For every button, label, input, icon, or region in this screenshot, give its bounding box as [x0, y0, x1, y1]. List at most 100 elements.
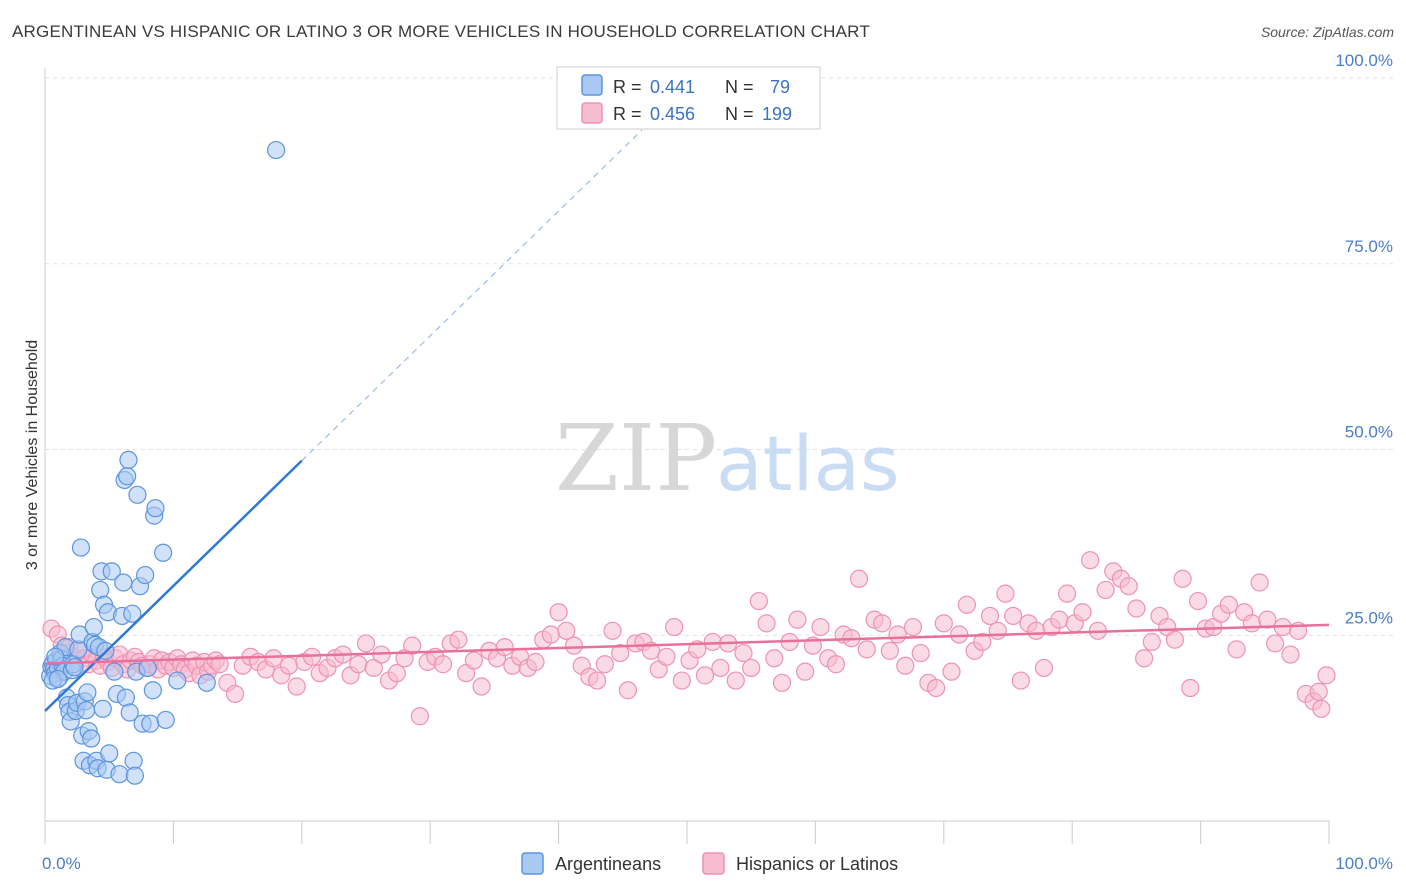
argentinean-point-57 — [116, 688, 135, 707]
hispanic-point-96 — [618, 681, 638, 700]
y-tick-label-0: 25.0% — [1345, 608, 1393, 627]
bottom-legend-swatch-hispanics — [702, 852, 725, 875]
argentinean-point-60 — [120, 703, 139, 722]
argentinean-point-27 — [71, 538, 91, 557]
hispanic-point-74 — [449, 630, 468, 649]
hispanic-point-93 — [595, 655, 614, 674]
hispanic-point-69 — [410, 707, 430, 726]
hispanic-point-133 — [903, 617, 923, 637]
argentinean-point-65 — [128, 485, 147, 504]
hispanic-point-123 — [826, 655, 846, 674]
hispanic-point-68 — [403, 636, 422, 655]
hispanic-point-92 — [588, 671, 607, 690]
hispanic-point-142 — [973, 632, 992, 652]
watermark-atlas: atlas — [716, 419, 900, 508]
argentinean-point-35 — [82, 729, 101, 748]
hispanic-point-158 — [1096, 580, 1115, 600]
argentinean-trend-line — [44, 459, 303, 712]
hispanic-point-112 — [742, 658, 761, 678]
hispanic-point-175 — [1227, 640, 1246, 659]
hispanic-point-108 — [711, 658, 730, 678]
hispanic-point-52 — [279, 656, 299, 675]
hispanic-point-77 — [472, 677, 491, 696]
hispanic-point-88 — [557, 621, 576, 640]
argentinean-point-42 — [91, 580, 110, 600]
hispanic-point-143 — [980, 606, 1000, 626]
hispanic-point-80 — [495, 638, 514, 657]
hispanic-trend-line — [44, 623, 1330, 665]
bottom-legend-label-hispanics: Hispanics or Latinos — [736, 854, 898, 874]
hispanic-point-134 — [911, 643, 930, 663]
argentinean-point-51 — [105, 662, 124, 681]
hispanic-point-130 — [880, 641, 899, 660]
hispanic-point-164 — [1142, 632, 1161, 652]
hispanic-point-177 — [1242, 614, 1262, 633]
y-axis-title: 3 or more Vehicles in Household — [24, 340, 41, 570]
hispanic-point-129 — [873, 614, 892, 633]
hispanic-point-102 — [665, 617, 684, 637]
hispanic-point-126 — [849, 569, 869, 588]
y-tick-label-1: 50.0% — [1345, 423, 1393, 442]
hispanic-point-138 — [942, 662, 961, 681]
grid-lines — [45, 77, 1394, 636]
hispanic-point-163 — [1135, 649, 1154, 668]
argentinean-point-53 — [110, 765, 129, 784]
hispanic-point-150 — [1034, 658, 1054, 678]
hispanic-point-61 — [349, 655, 368, 674]
hispanic-point-103 — [672, 671, 691, 690]
hispanic-point-161 — [1119, 577, 1138, 596]
hispanic-point-174 — [1219, 595, 1238, 614]
legend-r-label-blue: R = — [613, 77, 642, 97]
argentinean-point-49 — [100, 744, 119, 763]
legend-r-label-pink: R = — [613, 104, 642, 124]
argentinean-point-76 — [168, 671, 187, 690]
hispanic-point-50 — [264, 649, 283, 668]
axes: 25.0% 50.0% 75.0% 100.0% 0.0% 100.0% — [42, 51, 1393, 873]
hispanic-point-63 — [364, 658, 383, 678]
argentinean-point-78 — [267, 140, 286, 160]
hispanic-point-106 — [695, 666, 715, 685]
argentinean-point-68 — [136, 565, 155, 585]
hispanic-point-178 — [1250, 573, 1269, 592]
trend-lines — [44, 129, 1330, 712]
hispanic-point-145 — [996, 584, 1015, 603]
hispanic-point-94 — [603, 621, 622, 640]
argentinean-trend-extension — [301, 129, 643, 462]
hispanic-point-179 — [1258, 610, 1277, 629]
hispanic-point-121 — [811, 617, 830, 637]
hispanic-point-113 — [749, 591, 769, 611]
legend-n-value-blue: 79 — [770, 77, 790, 97]
hispanic-point-149 — [1027, 621, 1046, 640]
hispanic-point-155 — [1073, 603, 1092, 622]
argentinean-point-75 — [156, 710, 175, 730]
source-credit: Source: ZipAtlas.com — [1260, 24, 1394, 40]
series-argentineans-points — [41, 140, 286, 785]
hispanic-point-162 — [1127, 599, 1146, 618]
hispanic-point-72 — [433, 655, 453, 674]
argentinean-point-22 — [48, 669, 67, 689]
argentinean-point-44 — [93, 699, 112, 718]
y-tick-label-2: 75.0% — [1345, 237, 1393, 256]
argentinean-point-63 — [125, 766, 144, 785]
legend-n-value-pink: 199 — [762, 104, 792, 124]
hispanic-point-182 — [1281, 645, 1300, 664]
hispanic-point-84 — [526, 652, 545, 672]
hispanic-point-156 — [1081, 551, 1100, 570]
hispanic-point-107 — [703, 632, 722, 652]
hispanic-point-170 — [1188, 591, 1208, 611]
hispanic-point-45 — [225, 684, 245, 704]
bottom-legend-swatch-argentineans — [521, 852, 544, 875]
y-tick-label-3: 100.0% — [1335, 51, 1393, 70]
hispanic-point-101 — [657, 647, 676, 666]
hispanic-point-76 — [464, 651, 483, 670]
bottom-legend-label-argentineans: Argentineans — [555, 854, 661, 874]
legend-r-value-blue: 0.441 — [650, 77, 695, 97]
hispanic-point-43 — [210, 655, 229, 674]
argentinean-point-61 — [123, 604, 142, 623]
hispanic-point-144 — [988, 621, 1007, 640]
legend-r-value-pink: 0.456 — [650, 104, 695, 124]
argentinean-point-73 — [146, 499, 165, 518]
argentinean-point-58 — [118, 467, 137, 486]
x-tick-label-1: 100.0% — [1335, 854, 1393, 873]
hispanic-point-53 — [287, 677, 306, 696]
